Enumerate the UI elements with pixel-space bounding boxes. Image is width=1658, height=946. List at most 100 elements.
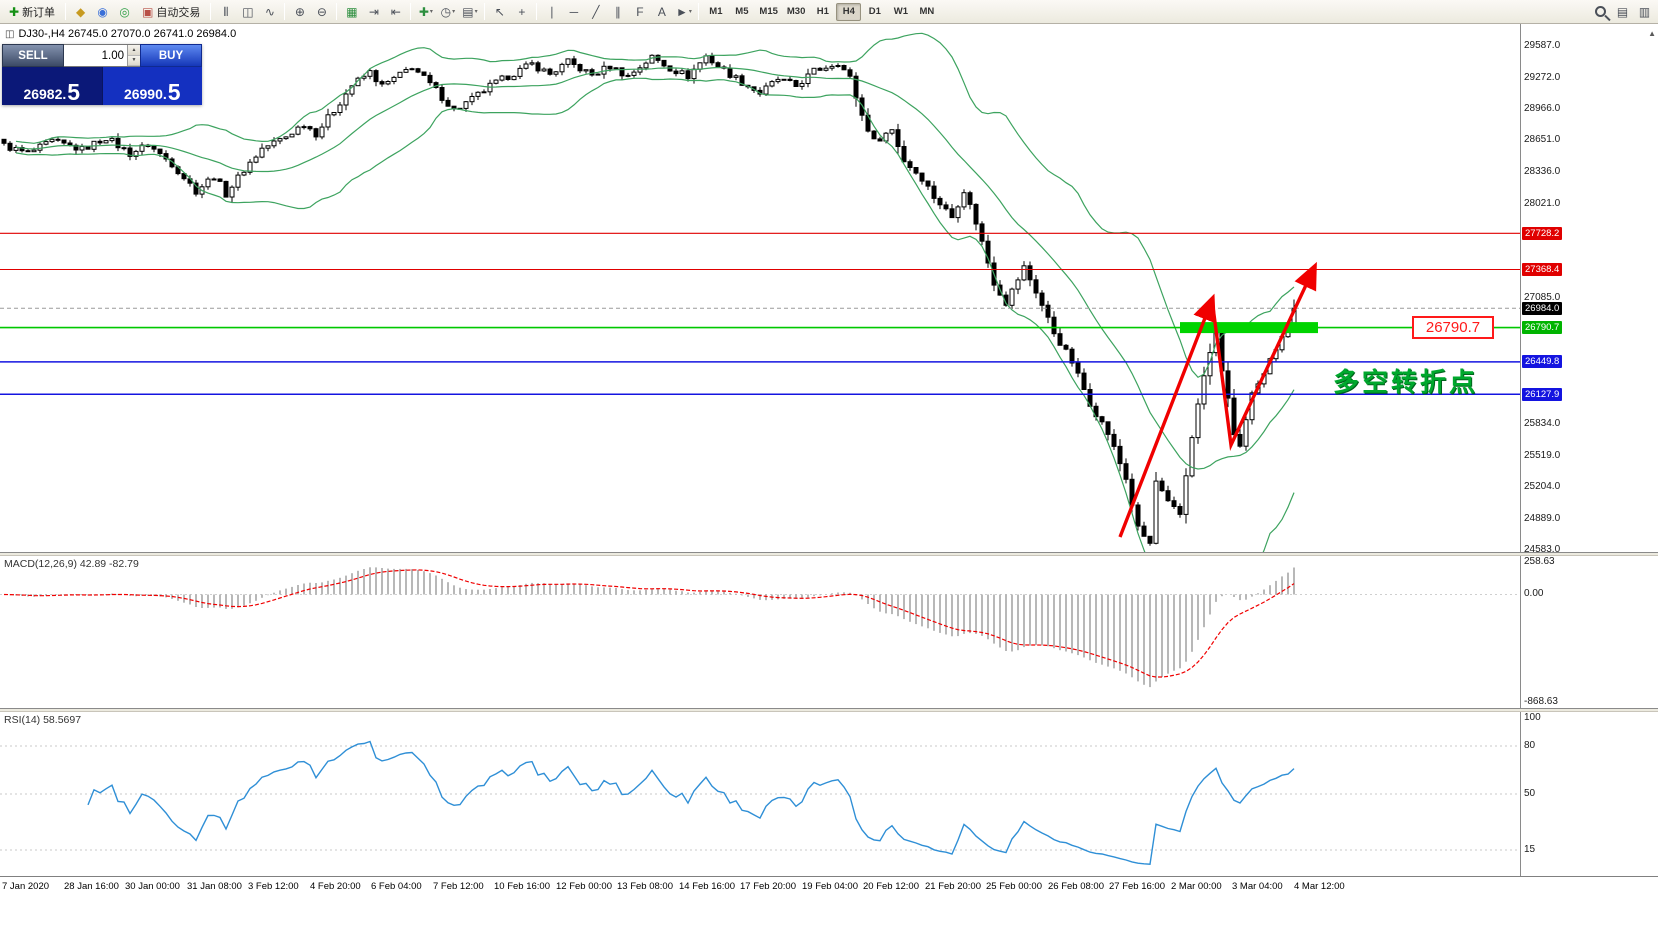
periods-icon: ◷ (440, 4, 452, 19)
timeframe-h4-button[interactable]: H4 (836, 2, 862, 21)
refresh-icon[interactable]: ◎ (114, 2, 135, 22)
tile-windows-icon[interactable]: ▦ (341, 2, 362, 22)
profiles-icon: ◉ (97, 4, 108, 19)
rsi-axis-label: 80 (1524, 740, 1536, 751)
profiles-icon[interactable]: ◉ (92, 2, 113, 22)
price-tick-label: 29587.0 (1524, 40, 1561, 51)
scroll-up-icon[interactable]: ▲ (1648, 29, 1656, 38)
volume-field[interactable]: 1.00 ▲ ▼ (64, 44, 140, 67)
templates-icon[interactable]: ▤ ▾ (459, 2, 480, 22)
price-chart-panel: ◫ DJ30-,H4 26745.0 27070.0 26741.0 26984… (0, 24, 1658, 555)
arrow-tools-icon[interactable]: ► ▾ (673, 2, 694, 22)
key-level-price-tag[interactable]: 26790.7 (1412, 316, 1494, 339)
zoom-in-icon[interactable]: ⊕ (289, 2, 310, 22)
price-axis[interactable]: ▲ 29587.0 29272.0 28966.0 28651.0 28336.0 280… (1520, 24, 1658, 555)
search-icon[interactable] (1590, 2, 1611, 22)
horizontal-level-lines[interactable] (0, 232, 1520, 396)
time-axis-label: 4 Mar 12:00 (1294, 881, 1345, 892)
sell-price-big-digit: 5 (67, 79, 81, 105)
time-axis-label: 10 Feb 16:00 (494, 881, 550, 892)
panel-splitter[interactable] (0, 708, 1658, 712)
one-click-trade-widget: SELL 1.00 ▲ ▼ BUY 26982. 5 26990. 5 (2, 44, 202, 105)
volume-decrease-button[interactable]: ▼ (128, 55, 140, 66)
price-level-label: 26449.8 (1522, 355, 1563, 368)
autotrade-button[interactable]: ▣ 自动交易 (136, 2, 206, 22)
price-level-label: 26984.0 (1522, 302, 1563, 315)
channel-icon[interactable]: ∥ (607, 2, 628, 22)
price-tick-label: 27085.0 (1524, 292, 1561, 303)
zoom-out-icon[interactable]: ⊖ (311, 2, 332, 22)
panel-splitter[interactable] (0, 552, 1658, 556)
zoom-in-icon: ⊕ (294, 4, 305, 19)
data-window-icon[interactable]: ▤ (1612, 2, 1633, 22)
cursor-icon: ↖ (494, 4, 505, 19)
vertical-line-icon: ∣ (548, 4, 555, 19)
horizontal-line-icon[interactable]: ─ (563, 2, 584, 22)
volume-value[interactable]: 1.00 (101, 49, 124, 62)
timeframe-d1-button[interactable]: D1 (868, 6, 881, 17)
volume-increase-button[interactable]: ▲ (128, 45, 140, 56)
sell-button[interactable]: SELL (2, 44, 64, 67)
new-order-button[interactable]: ✚ 新订单 (3, 2, 61, 22)
text-icon: A (657, 4, 666, 19)
timeframe-w1-button[interactable]: W1 (893, 6, 908, 17)
rsi-axis[interactable]: 100 80 50 15 (1520, 712, 1658, 876)
timeframe-mn-button[interactable]: MN (919, 6, 935, 17)
toolbar-separator (65, 3, 67, 20)
templates-icon: ▤ (462, 4, 474, 19)
timeframe-m1-button[interactable]: M1 (709, 6, 723, 17)
toolbar-separator (484, 3, 486, 20)
speaker-icon[interactable]: ◆ (70, 2, 91, 22)
price-tick-label: 24583.0 (1524, 544, 1561, 555)
buy-button[interactable]: BUY (140, 44, 202, 67)
buy-price[interactable]: 26990. 5 (101, 67, 202, 105)
bar-chart-icon[interactable]: ⦀ (215, 2, 236, 22)
bar-chart-icon: ⦀ (223, 4, 229, 19)
time-axis-label: 30 Jan 00:00 (125, 881, 180, 892)
timeframe-m30-button[interactable]: M30 (786, 6, 806, 17)
chart-shift-icon[interactable]: ⇤ (385, 2, 406, 22)
macd-axis[interactable]: 258.63 0.00 -868.63 (1520, 556, 1658, 708)
trendline-icon[interactable]: ╱ (585, 2, 606, 22)
time-axis-label: 2 Mar 00:00 (1171, 881, 1222, 892)
add-indicator-icon[interactable]: ✚ ▾ (415, 2, 436, 22)
chart-window-icon: ◫ (5, 28, 15, 40)
time-axis-label: 6 Feb 04:00 (371, 881, 422, 892)
price-chart-svg[interactable] (0, 24, 1520, 552)
time-axis-label: 27 Feb 16:00 (1109, 881, 1165, 892)
chart-annotation-text[interactable]: 多空转折点 (1333, 367, 1479, 397)
auto-scroll-icon[interactable]: ⇥ (363, 2, 384, 22)
periods-icon[interactable]: ◷ ▾ (437, 2, 458, 22)
cursor-icon[interactable]: ↖ (489, 2, 510, 22)
line-chart-icon[interactable]: ∿ (259, 2, 280, 22)
time-axis-label: 26 Feb 08:00 (1048, 881, 1104, 892)
timeframe-m15-button[interactable]: M15 (759, 6, 778, 17)
time-axis[interactable]: 7 Jan 2020 28 Jan 16:00 30 Jan 00:00 31 Jan… (0, 876, 1658, 896)
auto-scroll-icon: ⇥ (368, 4, 379, 19)
vertical-line-icon[interactable]: ∣ (541, 2, 562, 22)
time-axis-label: 12 Feb 00:00 (556, 881, 612, 892)
timeframe-m5-button[interactable]: M5 (735, 6, 749, 17)
dropdown-caret-icon: ▾ (474, 9, 478, 15)
text-icon[interactable]: A (651, 2, 672, 22)
sell-price[interactable]: 26982. 5 (2, 67, 102, 105)
time-axis-label: 3 Feb 12:00 (248, 881, 299, 892)
macd-chart-svg[interactable] (0, 556, 1520, 708)
timeframe-h1-button[interactable]: H1 (816, 6, 829, 17)
volume-stepper: ▲ ▼ (127, 45, 140, 66)
fibonacci-icon[interactable]: F (629, 2, 650, 22)
symbol-ohlc-text: DJ30-,H4 26745.0 27070.0 26741.0 26984.0 (18, 28, 237, 40)
candlestick-chart-icon[interactable]: ◫ (237, 2, 258, 22)
new-order-button-label: 新订单 (22, 6, 56, 19)
buy-price-main: 26990. (123, 86, 167, 102)
macd-axis-zero: 0.00 (1524, 588, 1544, 599)
key-zone-highlight[interactable] (1180, 322, 1318, 334)
speaker-icon: ◆ (75, 4, 86, 19)
price-tick-label: 25519.0 (1524, 450, 1561, 461)
rsi-chart-svg[interactable] (0, 712, 1520, 876)
crosshair-icon[interactable]: + (511, 2, 532, 22)
panels-icon[interactable]: ▥ (1634, 2, 1655, 22)
trend-arrow-annotation[interactable] (1118, 261, 1317, 538)
crosshair-icon: + (518, 4, 526, 19)
